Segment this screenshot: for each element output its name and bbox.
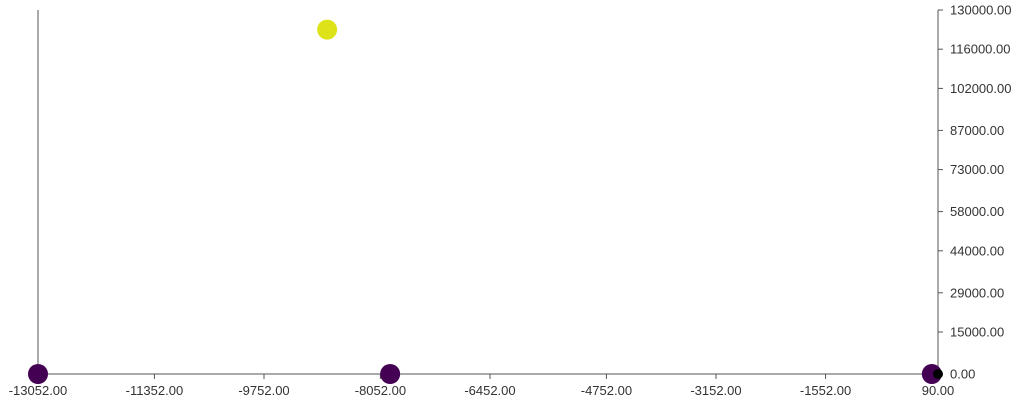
scatter-point <box>933 369 943 379</box>
scatter-point <box>317 19 338 40</box>
x-tick-label: -11352.00 <box>126 383 184 398</box>
y-tick-label: 116000.00 <box>950 42 1011 57</box>
y-tick-label: 58000.00 <box>950 204 1004 219</box>
y-tick-label: 44000.00 <box>950 243 1004 258</box>
x-tick-label: -13052.00 <box>9 383 68 398</box>
scatter-point <box>28 364 48 384</box>
y-tick-label: 87000.00 <box>950 123 1004 138</box>
y-axis-ticks: 0.00 15000.00 29000.00 44000.00 58000.00 7300… <box>938 3 1011 382</box>
x-tick-label: 90.00 <box>922 383 955 398</box>
y-tick-label: 15000.00 <box>950 325 1004 340</box>
scatter-point <box>380 364 401 384</box>
x-tick-label: -8052.00 <box>355 383 406 398</box>
y-tick-label: 0.00 <box>950 367 975 382</box>
x-tick-label: -4752.00 <box>581 383 632 398</box>
scatter-point <box>921 364 942 384</box>
x-tick-label: -9752.00 <box>238 383 289 398</box>
y-tick-label: 102000.00 <box>950 81 1011 96</box>
x-axis-ticks: -13052.00 -11352.00 -9752.00 -8052.00 -6452.… <box>9 374 955 398</box>
y-tick-label: 130000.00 <box>950 3 1011 18</box>
x-tick-label: -1552.00 <box>800 383 851 398</box>
axes <box>37 10 939 375</box>
x-tick-label: -6452.00 <box>464 383 515 398</box>
x-tick-label: -3152.00 <box>690 383 741 398</box>
data-points <box>28 19 943 384</box>
y-tick-label: 73000.00 <box>950 162 1004 177</box>
y-tick-label: 29000.00 <box>950 285 1004 300</box>
